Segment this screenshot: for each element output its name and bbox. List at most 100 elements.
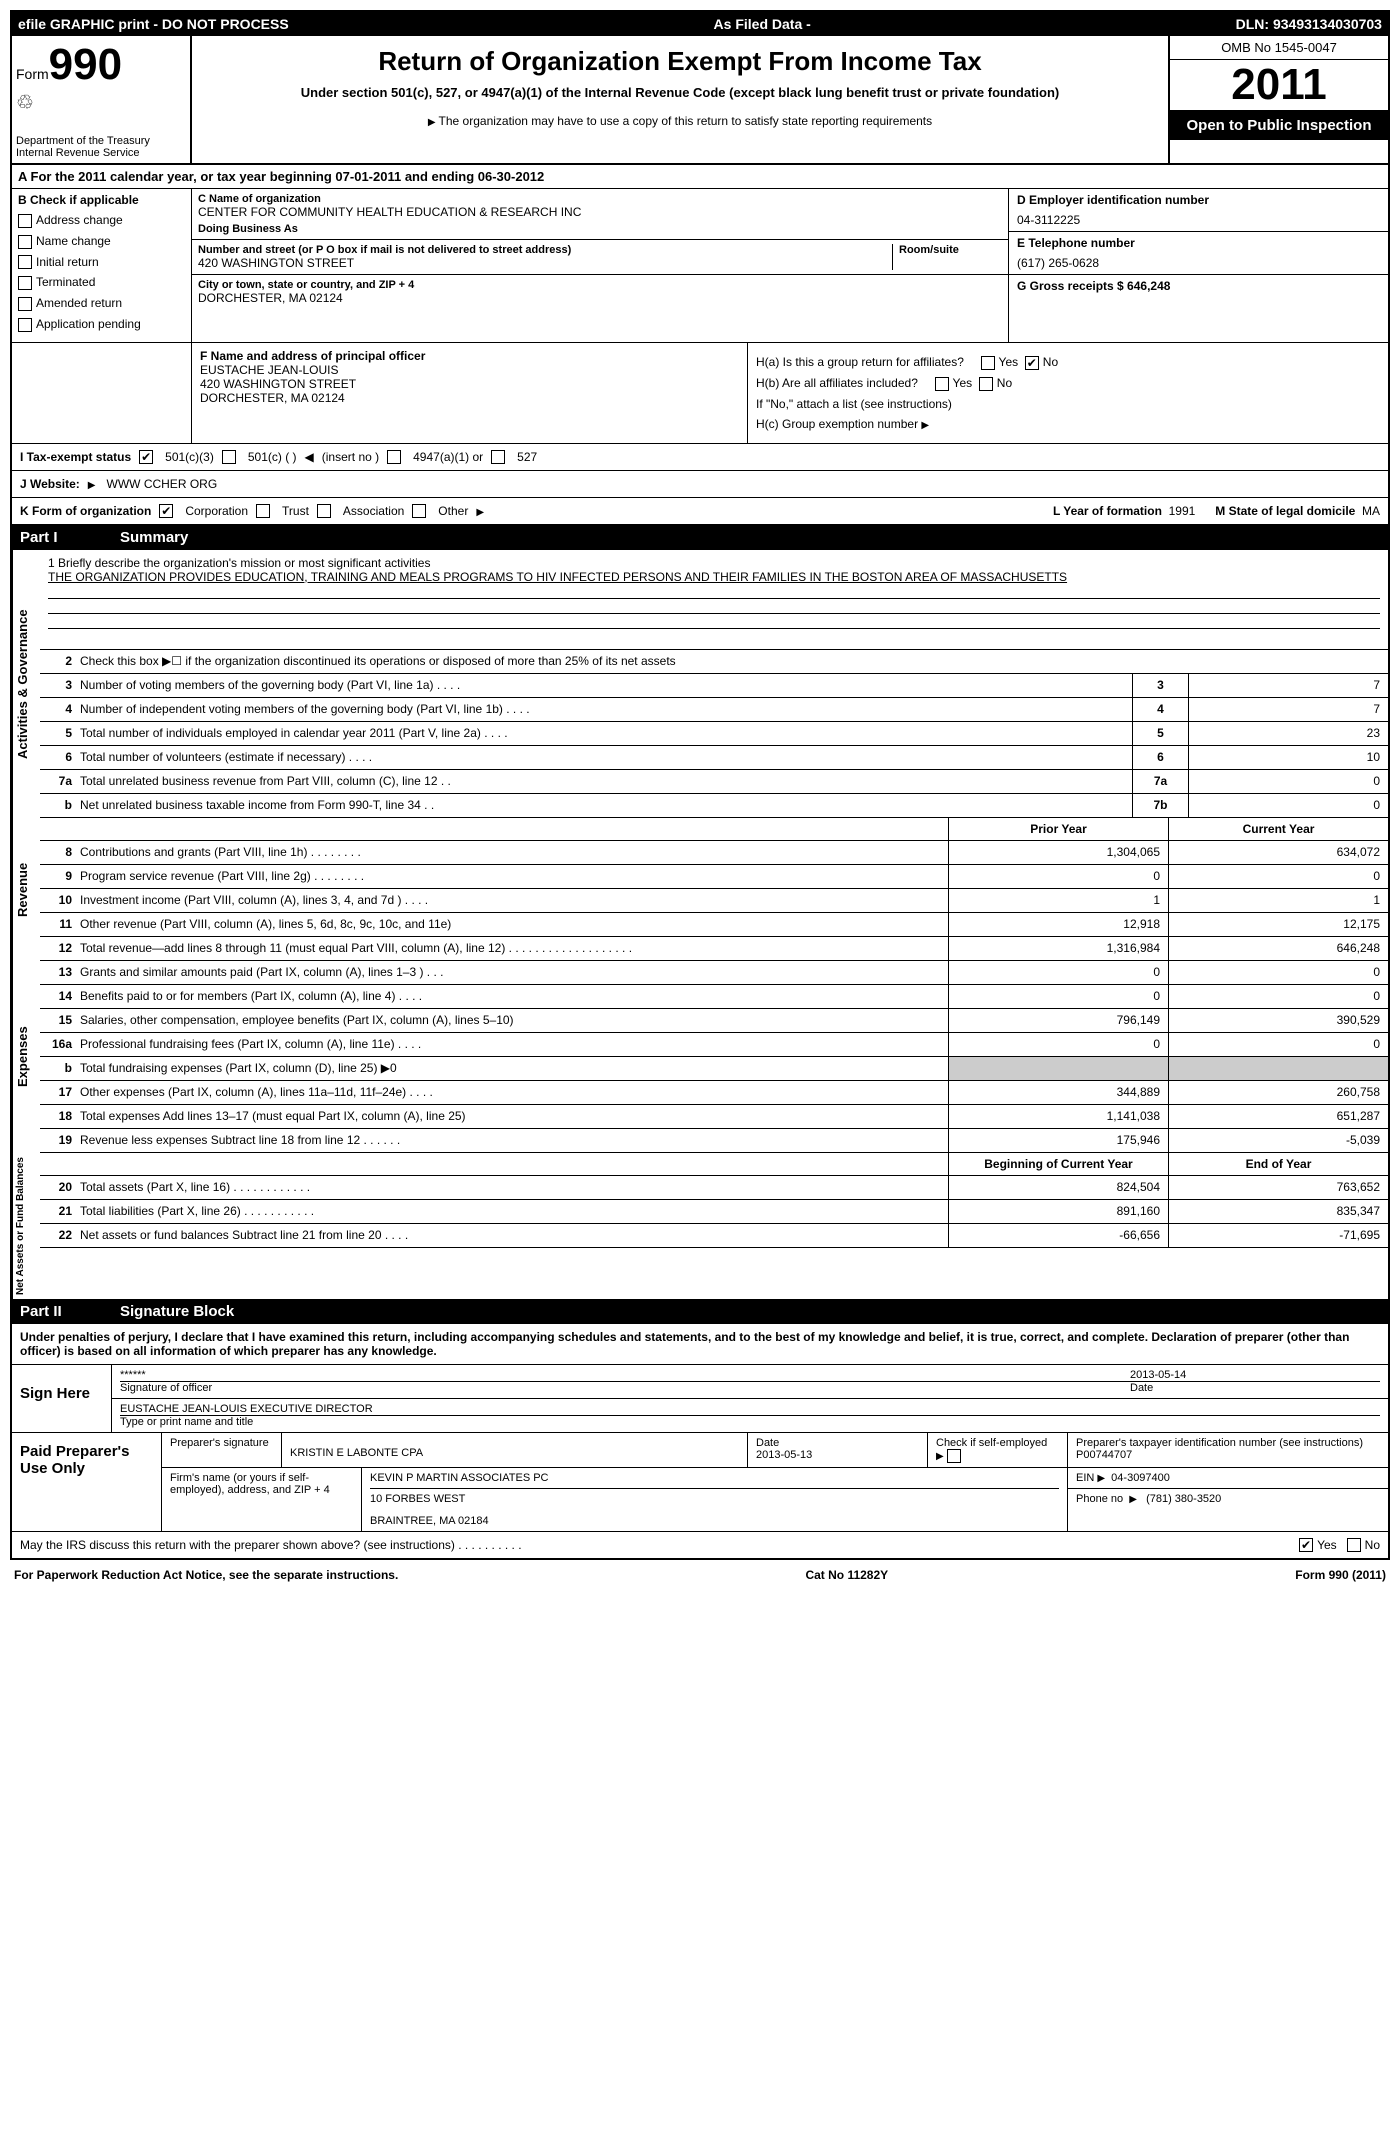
prep-firm-name: KEVIN P MARTIN ASSOCIATES PC <box>370 1472 1059 1484</box>
checkbox[interactable] <box>18 276 32 290</box>
sign-here-block: Sign Here ****** Signature of officer 20… <box>12 1364 1388 1433</box>
ein-label: D Employer identification number <box>1017 193 1380 207</box>
opt-trust: Trust <box>282 504 309 518</box>
line-box-val: 7 <box>1188 674 1388 697</box>
line-num: 6 <box>40 746 76 769</box>
line-num: 3 <box>40 674 76 697</box>
ha-label: H(a) Is this a group return for affiliat… <box>756 355 964 369</box>
checkbox[interactable] <box>18 318 32 332</box>
line-desc: Investment income (Part VIII, column (A)… <box>76 889 948 912</box>
prep-ptin: P00744707 <box>1076 1449 1380 1461</box>
checkbox[interactable] <box>18 235 32 249</box>
501c-checkbox[interactable] <box>222 450 236 464</box>
prior-year-val: 12,918 <box>948 913 1168 936</box>
discuss-no-checkbox[interactable] <box>1347 1538 1361 1552</box>
trust-checkbox[interactable] <box>256 504 270 518</box>
line-box-val: 0 <box>1188 794 1388 817</box>
officer-street: 420 WASHINGTON STREET <box>200 377 739 391</box>
prep-firm-addr1: 10 FORBES WEST <box>370 1488 1059 1505</box>
box-d: D Employer identification number 04-3112… <box>1008 189 1388 342</box>
current-year-val: 0 <box>1168 865 1388 888</box>
line-box-val: 10 <box>1188 746 1388 769</box>
data-line: 9Program service revenue (Part VIII, lin… <box>40 865 1388 889</box>
opt-4947: 4947(a)(1) or <box>413 450 483 464</box>
4947-checkbox[interactable] <box>387 450 401 464</box>
line-desc: Benefits paid to or for members (Part IX… <box>76 985 948 1008</box>
irs-label: Internal Revenue Service <box>16 147 186 159</box>
corp-checkbox[interactable]: ✔ <box>159 504 173 518</box>
section-bcd: B Check if applicable Address changeName… <box>12 189 1388 343</box>
line-desc: Professional fundraising fees (Part IX, … <box>76 1033 948 1056</box>
row-k: K Form of organization ✔Corporation Trus… <box>12 498 1388 525</box>
governance-section: Activities & Governance 1 Briefly descri… <box>12 550 1388 818</box>
assoc-checkbox[interactable] <box>317 504 331 518</box>
header-left: Form990 ♲ Department of the Treasury Int… <box>12 36 192 163</box>
summary-line: 4Number of independent voting members of… <box>40 698 1388 722</box>
current-year-val: -5,039 <box>1168 1129 1388 1152</box>
checkbox[interactable] <box>18 297 32 311</box>
governance-side-label: Activities & Governance <box>12 550 40 818</box>
line-num: 22 <box>40 1224 76 1247</box>
checkbox-line: Address change <box>18 213 185 228</box>
other-checkbox[interactable] <box>412 504 426 518</box>
revenue-side-label: Revenue <box>12 818 40 961</box>
current-year-val: 12,175 <box>1168 913 1388 936</box>
summary-line: 3Number of voting members of the governi… <box>40 674 1388 698</box>
line-num: 9 <box>40 865 76 888</box>
hc-label: H(c) Group exemption number <box>756 417 918 431</box>
checkbox[interactable] <box>18 255 32 269</box>
year-formation-val: 1991 <box>1169 504 1196 518</box>
data-line: 13Grants and similar amounts paid (Part … <box>40 961 1388 985</box>
prep-date: 2013-05-13 <box>756 1449 919 1461</box>
current-year-val <box>1168 1057 1388 1080</box>
line-desc: Total number of volunteers (estimate if … <box>76 746 1132 769</box>
prep-self-label: Check if self-employed <box>936 1437 1059 1449</box>
prep-date-label: Date <box>756 1437 919 1449</box>
ha-no-checkbox[interactable]: ✔ <box>1025 356 1039 370</box>
form-title: Return of Organization Exempt From Incom… <box>198 46 1162 77</box>
discuss-text: May the IRS discuss this return with the… <box>20 1538 522 1553</box>
sign-here-label: Sign Here <box>12 1365 112 1432</box>
current-year-val: 0 <box>1168 985 1388 1008</box>
line-box-label: 7a <box>1132 770 1188 793</box>
line-desc: Number of voting members of the governin… <box>76 674 1132 697</box>
current-year-val: 763,652 <box>1168 1176 1388 1199</box>
prior-year-val: 1 <box>948 889 1168 912</box>
line-box-label: 6 <box>1132 746 1188 769</box>
current-year-val: 390,529 <box>1168 1009 1388 1032</box>
phone-label: E Telephone number <box>1017 236 1380 250</box>
hb-no-checkbox[interactable] <box>979 377 993 391</box>
prior-year-header: Prior Year <box>948 818 1168 840</box>
line-box-val: 23 <box>1188 722 1388 745</box>
room-label: Room/suite <box>899 244 1002 256</box>
self-employed-checkbox[interactable] <box>947 1449 961 1463</box>
prior-year-val: 175,946 <box>948 1129 1168 1152</box>
netassets-section: Net Assets or Fund Balances Beginning of… <box>12 1153 1388 1299</box>
topbar-left: efile GRAPHIC print - DO NOT PROCESS <box>18 16 289 32</box>
discuss-yes-checkbox[interactable]: ✔ <box>1299 1538 1313 1552</box>
527-checkbox[interactable] <box>491 450 505 464</box>
data-line: 21Total liabilities (Part X, line 26) . … <box>40 1200 1388 1224</box>
hb-yes-checkbox[interactable] <box>935 377 949 391</box>
501c3-checkbox[interactable]: ✔ <box>139 450 153 464</box>
line-desc: Total revenue—add lines 8 through 11 (mu… <box>76 937 948 960</box>
recycle-icon: ♲ <box>16 90 186 115</box>
footer-right: Form 990 (2011) <box>1295 1568 1386 1582</box>
opt-other: Other <box>438 504 468 518</box>
ha-yes-checkbox[interactable] <box>981 356 995 370</box>
line-num: 17 <box>40 1081 76 1104</box>
opt-501c3: 501(c)(3) <box>165 450 214 464</box>
line-num: 7a <box>40 770 76 793</box>
row-j: J Website: WWW CCHER ORG <box>12 471 1388 498</box>
year-formation-label: L Year of formation <box>1053 504 1162 518</box>
discuss-row: May the IRS discuss this return with the… <box>12 1532 1388 1559</box>
netassets-header: Beginning of Current Year End of Year <box>40 1153 1388 1176</box>
checkbox[interactable] <box>18 214 32 228</box>
current-year-val: 260,758 <box>1168 1081 1388 1104</box>
current-year-val: 0 <box>1168 961 1388 984</box>
summary-line: bNet unrelated business taxable income f… <box>40 794 1388 818</box>
mission-box: 1 Briefly describe the organization's mi… <box>40 550 1388 650</box>
box-b: B Check if applicable Address changeName… <box>12 189 192 342</box>
line-desc: Salaries, other compensation, employee b… <box>76 1009 948 1032</box>
sig-stars: ****** <box>120 1369 1130 1381</box>
